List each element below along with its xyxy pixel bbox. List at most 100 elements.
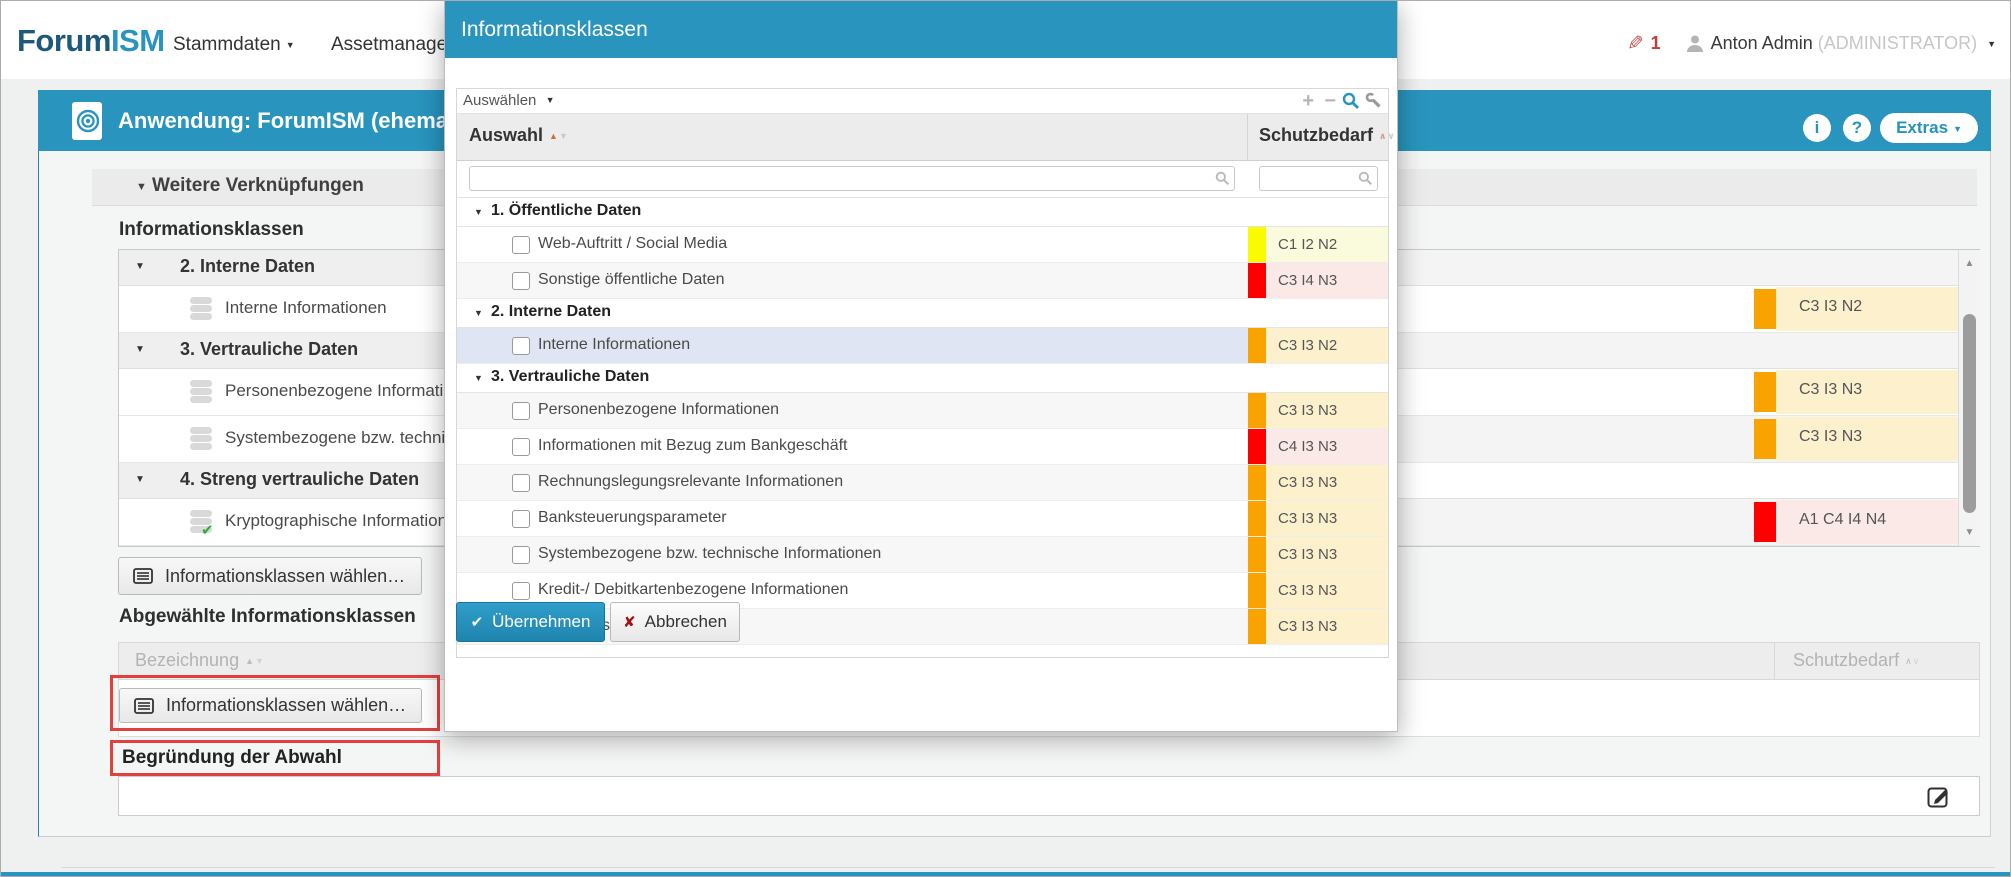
schutzbedarf-badge: C3 I3 N2 <box>1799 298 1863 315</box>
modal-item-row[interactable]: Rechnungslegungsrelevante Informationen C… <box>457 465 1388 501</box>
collapse-caret-icon: ▼ <box>136 181 147 193</box>
modal-item-row[interactable]: Interne Informationen C3 I3 N2 <box>457 328 1388 364</box>
modal-item-row[interactable]: Kredit-/ Debitkartenbezogene Information… <box>457 573 1388 609</box>
modal-group-label: 3. Vertrauliche Daten <box>491 368 650 385</box>
tree-collapse-icon[interactable]: ▼ <box>135 474 145 485</box>
edit-count-badge[interactable]: 1 <box>1650 33 1661 53</box>
tree-item-label: Interne Informationen <box>225 298 387 317</box>
checkbox[interactable] <box>512 438 530 456</box>
search-icon[interactable] <box>1342 92 1360 110</box>
checkbox[interactable] <box>512 402 530 420</box>
vertical-scrollbar[interactable]: ▲ ▼ <box>1958 250 1980 546</box>
infoclasses-modal: Informationsklassen Auswählen ▼ + − <box>444 1 1398 732</box>
modal-item-row[interactable]: Systembezogene bzw. technische Informati… <box>457 537 1388 573</box>
infoclass-icon <box>190 297 212 320</box>
extras-button[interactable]: Extras ▼ <box>1880 113 1978 143</box>
column-header-bezeichnung[interactable]: Bezeichnung ▲▼ <box>135 650 265 670</box>
chevron-down-icon: ▼ <box>1953 124 1962 134</box>
filter-input-auswahl[interactable] <box>469 166 1235 191</box>
modal-item-row[interactable]: Sonstige öffentliche Daten C3 I4 N3 <box>457 263 1388 299</box>
logo-text-secondary: ISM <box>110 23 165 58</box>
schutzbedarf-cell <box>1266 429 1388 464</box>
chevron-down-icon: ▼ <box>545 95 555 105</box>
chevron-down-icon: ▼ <box>285 40 295 50</box>
modal-item-row[interactable]: Web-Auftritt / Social Media C1 I2 N2 <box>457 227 1388 263</box>
modal-group-label: 2. Interne Daten <box>491 303 612 320</box>
choose-infoclasses-button-2[interactable]: Informationsklassen wählen… <box>119 688 422 723</box>
modal-title: Informationsklassen <box>445 1 1397 58</box>
tree-collapse-icon[interactable]: ▼ <box>474 373 483 383</box>
checkbox[interactable] <box>512 546 530 564</box>
info-button[interactable]: i <box>1803 114 1831 142</box>
select-menu[interactable]: Auswählen ▼ <box>463 92 555 109</box>
x-icon: ✘ <box>623 613 636 631</box>
modal-group-label: 1. Öffentliche Daten <box>491 202 642 219</box>
remove-icon[interactable]: − <box>1324 90 1336 112</box>
app-logo[interactable]: ForumISM <box>17 23 165 59</box>
column-header-schutzbedarf[interactable]: Schutzbedarf ∧∨ <box>1793 650 1921 670</box>
add-icon[interactable]: + <box>1302 90 1314 112</box>
choose-infoclasses-button[interactable]: Informationsklassen wählen… <box>118 557 422 595</box>
schutzbedarf-cell <box>1266 465 1388 500</box>
schutzbedarf-cell <box>1776 287 1958 331</box>
tree-collapse-icon[interactable]: ▼ <box>135 261 145 272</box>
cancel-button[interactable]: ✘ Abbrechen <box>610 602 740 642</box>
list-icon <box>133 568 153 584</box>
page-title: Anwendung: ForumISM (ehemal <box>118 108 455 133</box>
modal-group-row[interactable]: ▼ 1. Öffentliche Daten <box>457 198 1388 227</box>
modal-group-row[interactable]: ▼ 3. Vertrauliche Daten <box>457 364 1388 393</box>
search-icon <box>1215 171 1230 186</box>
modal-group-row[interactable]: ▼ 2. Interne Daten <box>457 299 1388 328</box>
schutzbedarf-cell <box>1776 417 1958 461</box>
schutzbedarf-badge: C3 I3 N3 <box>1799 381 1863 398</box>
selected-check-icon: ✔ <box>201 521 214 539</box>
column-divider <box>1774 643 1775 679</box>
infoclass-icon <box>190 380 212 403</box>
reason-textarea[interactable] <box>118 776 1980 816</box>
schutzbedarf-cell <box>1266 537 1388 572</box>
scroll-up-icon[interactable]: ▲ <box>1964 258 1975 269</box>
nav-item-stammdaten[interactable]: Stammdaten ▼ <box>173 34 295 55</box>
scrollbar-thumb[interactable] <box>1963 314 1976 513</box>
schutzbedarf-badge: C4 I3 N3 <box>1278 438 1338 455</box>
pencil-icon[interactable]: ✎ <box>1626 33 1644 55</box>
edit-icon[interactable] <box>1927 785 1951 808</box>
checkbox[interactable] <box>512 272 530 290</box>
column-header-schutzbedarf[interactable]: Schutzbedarf ∧∨ <box>1259 125 1396 145</box>
schutzbedarf-cell <box>1266 573 1388 608</box>
checkbox[interactable] <box>512 510 530 528</box>
deselected-infoclasses-title: Abgewählte Informationsklassen <box>119 606 416 627</box>
tree-collapse-icon[interactable]: ▼ <box>135 344 145 355</box>
checkbox[interactable] <box>512 582 530 600</box>
checkbox[interactable] <box>512 337 530 355</box>
user-menu[interactable]: Anton Admin (ADMINISTRATOR) ▼ <box>1711 33 1996 54</box>
severity-color-block <box>1248 227 1266 262</box>
checkbox[interactable] <box>512 236 530 254</box>
severity-color-block <box>1248 573 1266 608</box>
severity-color-block <box>1248 263 1266 298</box>
annotation-box-reason: Begründung der Abwahl <box>110 740 440 776</box>
modal-item-label: Banksteuerungsparameter <box>538 509 727 526</box>
modal-item-row[interactable]: Personenbezogene Informationen C3 I3 N3 <box>457 393 1388 429</box>
scroll-down-icon[interactable]: ▼ <box>1964 527 1975 538</box>
schutzbedarf-badge: C3 I4 N3 <box>1278 272 1338 289</box>
sort-icons: ▲▼ <box>549 131 569 141</box>
modal-grid: Auswählen ▼ + − Auswahl ▲▼ <box>456 88 1395 658</box>
column-header-auswahl[interactable]: Auswahl ▲▼ <box>469 125 569 145</box>
tree-collapse-icon[interactable]: ▼ <box>474 308 483 318</box>
modal-item-row[interactable]: Banksteuerungsparameter C3 I3 N3 <box>457 501 1388 537</box>
modal-item-label: Web-Auftritt / Social Media <box>538 235 728 252</box>
list-icon <box>134 697 154 714</box>
sort-icons: ∧∨ <box>1379 131 1396 141</box>
wrench-icon[interactable] <box>1365 92 1382 109</box>
tree-group-label: 3. Vertrauliche Daten <box>180 339 359 359</box>
tree-collapse-icon[interactable]: ▼ <box>474 207 483 217</box>
apply-button[interactable]: ✔ Übernehmen <box>456 602 605 642</box>
help-button[interactable]: ? <box>1843 114 1871 142</box>
checkbox[interactable] <box>512 474 530 492</box>
modal-item-row[interactable]: Informationen mit Bezug zum Bankgeschäft… <box>457 429 1388 465</box>
schutzbedarf-cell <box>1266 227 1388 262</box>
filter-input-schutzbedarf[interactable] <box>1259 166 1378 191</box>
schutzbedarf-badge: C3 I3 N3 <box>1278 618 1338 635</box>
